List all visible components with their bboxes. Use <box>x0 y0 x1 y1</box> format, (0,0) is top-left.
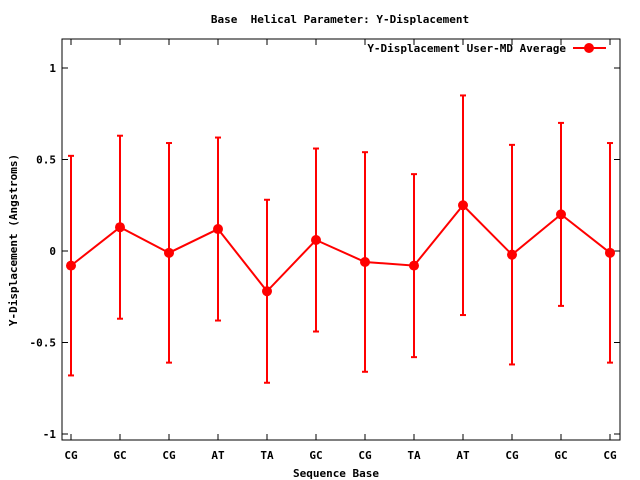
data-point <box>556 209 566 220</box>
chart-title: Base Helical Parameter: Y-Displacement <box>211 13 469 26</box>
y-axis-label: Y-Displacement (Angstroms) <box>7 154 20 326</box>
legend-label: Y-Displacement User-MD Average <box>367 42 566 55</box>
y-tick-label: -1 <box>43 428 57 441</box>
x-tick-label: GC <box>554 449 567 462</box>
x-tick-label: CG <box>603 449 617 462</box>
x-tick-label: TA <box>260 449 274 462</box>
series-layer <box>66 200 615 297</box>
plot-frame <box>61 38 621 441</box>
data-point <box>458 200 468 211</box>
data-point <box>164 247 174 258</box>
legend: Y-Displacement User-MD Average <box>367 42 606 55</box>
x-tick-label: CG <box>64 449 78 462</box>
x-tick-label: GC <box>309 449 322 462</box>
y-tick-label: -0.5 <box>30 337 57 350</box>
x-tick-label: AT <box>211 449 225 462</box>
data-point <box>66 260 76 271</box>
data-point <box>409 260 419 271</box>
x-tick-label: CG <box>162 449 176 462</box>
x-tick-label: TA <box>407 449 421 462</box>
y-tick-label: 1 <box>49 62 56 75</box>
data-point <box>311 235 321 246</box>
y-tick-label: 0.5 <box>36 154 56 167</box>
y-tick-label: 0 <box>49 245 56 258</box>
data-point <box>507 249 517 260</box>
x-ticks: CG GC CG AT TA GC CG TA AT CG GC CG <box>64 39 617 462</box>
x-tick-label: AT <box>456 449 470 462</box>
data-point <box>115 222 125 233</box>
x-axis-label: Sequence Base <box>293 467 379 480</box>
x-tick-label: GC <box>113 449 126 462</box>
data-point <box>213 224 223 235</box>
y-ticks: 1 0.5 0 -0.5 -1 <box>30 62 620 441</box>
data-point <box>605 247 615 258</box>
x-tick-label: CG <box>505 449 519 462</box>
series-line <box>70 203 611 293</box>
data-point <box>360 256 370 267</box>
data-point <box>262 286 272 297</box>
legend-marker <box>584 43 594 53</box>
x-tick-label: CG <box>358 449 372 462</box>
